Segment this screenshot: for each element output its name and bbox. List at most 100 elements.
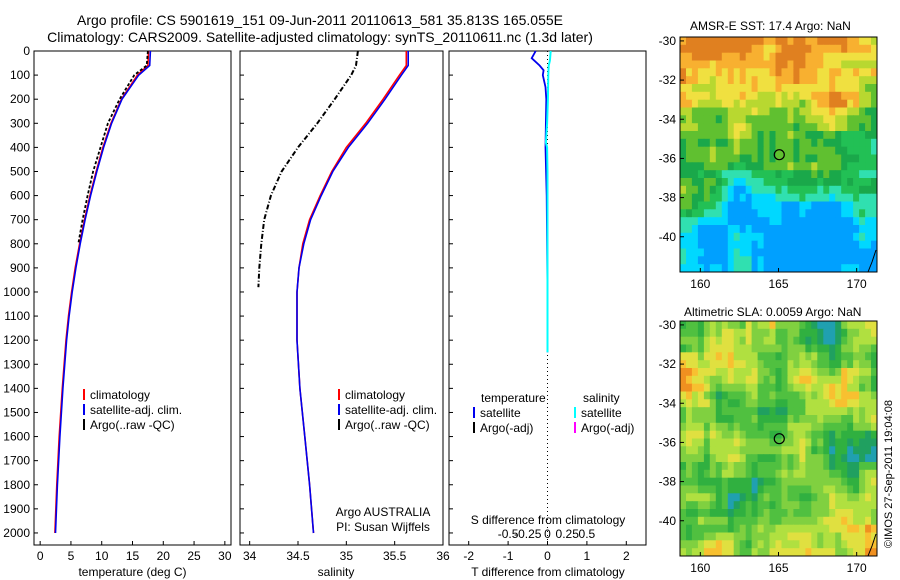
sla-map-cell (853, 516, 860, 526)
sst-map-cell (823, 264, 830, 273)
sla-map-cell (721, 430, 729, 439)
sst-map-cell (847, 178, 854, 187)
sst-map-cell (817, 107, 824, 116)
sla-map-cell (715, 336, 723, 345)
sst-map-cell (793, 185, 800, 195)
sla-map-cell (871, 360, 878, 369)
sst-map-cell (817, 193, 824, 202)
sst-map-cell (775, 84, 782, 93)
sla-map-cell (686, 321, 693, 330)
sla-map-cell (763, 540, 771, 549)
sst-map-cell (841, 37, 848, 46)
sla-map-cell (841, 328, 848, 338)
sst-map-cell (811, 193, 818, 202)
sla-map-cell (871, 391, 878, 400)
sst-map-cell (757, 123, 765, 132)
sla-map-cell (686, 446, 693, 455)
sst-map-cell (835, 131, 842, 140)
sla-map-cell (691, 368, 699, 377)
sla-map-cell (721, 485, 729, 494)
sla-map-cell (871, 438, 878, 447)
sla-map-cell (686, 368, 693, 377)
sst-map-cell (871, 115, 878, 124)
sla-map-cell (829, 368, 836, 377)
sst-map-cell (721, 84, 729, 93)
sla-map-cell (691, 391, 699, 400)
sla-map-cell (793, 493, 800, 502)
sla-map-cell (775, 422, 782, 432)
sla-map-cell (721, 524, 729, 533)
sst-map-cell (847, 84, 854, 93)
sst-map-cell (757, 232, 765, 242)
sla-map-cell (805, 344, 812, 353)
sla-map-cell (787, 383, 794, 392)
sst-map-cell (793, 170, 800, 179)
depth-tick-label: 300 (10, 116, 30, 130)
sla-map-cell (823, 328, 830, 338)
sst-map-cell (823, 91, 830, 101)
sst-map-cell (775, 162, 782, 171)
sst-map-cell (739, 44, 747, 54)
salinity-difference-satellite-line (544, 50, 552, 353)
sla-map-cell (865, 477, 872, 486)
sst-map-cell (703, 225, 711, 234)
sst-map-cell (829, 60, 836, 69)
sla-map-cell (697, 524, 705, 533)
sst-map-cell (853, 209, 860, 218)
sla-map-cell (763, 532, 771, 541)
sla-map-cell (871, 477, 878, 486)
sst-map-cell (823, 178, 830, 187)
sla-map-cell (865, 375, 872, 385)
sla-map-cell (799, 422, 806, 432)
sla-map-cell (727, 485, 735, 494)
sst-map-cell (769, 60, 776, 69)
sst-map-cell (686, 256, 693, 265)
sla-map-cell (680, 391, 687, 400)
sla-map-cell (775, 391, 782, 400)
sla-map-cell (769, 454, 776, 463)
sla-map-cell (703, 501, 711, 510)
sst-map-cell (871, 107, 878, 116)
sla-map-cell (739, 516, 747, 526)
sla-map-cell (865, 548, 872, 557)
sst-map-cell (709, 37, 717, 46)
sst-map-cell (853, 115, 860, 124)
sst-map-cell (727, 170, 735, 179)
sla-map-cell (811, 430, 818, 439)
sla-map-cell (745, 438, 753, 447)
sla-map-cell (680, 446, 687, 455)
sla-map-cell (865, 438, 872, 447)
sst-map-cell (751, 178, 759, 187)
sla-map-cell (829, 548, 836, 557)
sst-map-cell (686, 68, 693, 77)
sst-map-cell (859, 37, 866, 46)
sst-map-cell (859, 178, 866, 187)
sst-map-cell (715, 76, 723, 85)
sst-map-cell (805, 99, 812, 108)
sst-map-cell (781, 37, 788, 46)
sla-map-cell (793, 399, 800, 408)
sla-map-cell (853, 375, 860, 385)
sla-map-cell (853, 446, 860, 455)
sst-map-cell (847, 131, 854, 140)
sst-map-cell (703, 185, 711, 195)
sst-map-cell (763, 264, 771, 273)
sla-map-cell (853, 493, 860, 502)
sst-map-cell (859, 76, 866, 85)
sst-map-cell (727, 209, 735, 218)
sst-map-cell (697, 52, 705, 61)
sla-map-cell (853, 336, 860, 345)
sst-map-cell (805, 225, 812, 234)
sla-map-cell (739, 368, 747, 377)
temperature-argo-line (77, 50, 149, 244)
sst-map-cell (751, 91, 759, 101)
sst-map-cell (829, 232, 836, 242)
sst-map-cell (691, 217, 699, 226)
sla-map-cell (715, 360, 723, 369)
sla-map-cell (751, 532, 759, 541)
sst-map-cell (769, 131, 776, 140)
sst-map-cell (751, 123, 759, 132)
sst-map-cell (781, 225, 788, 234)
sla-map-cell (787, 516, 794, 526)
sst-map-cell (709, 99, 717, 108)
